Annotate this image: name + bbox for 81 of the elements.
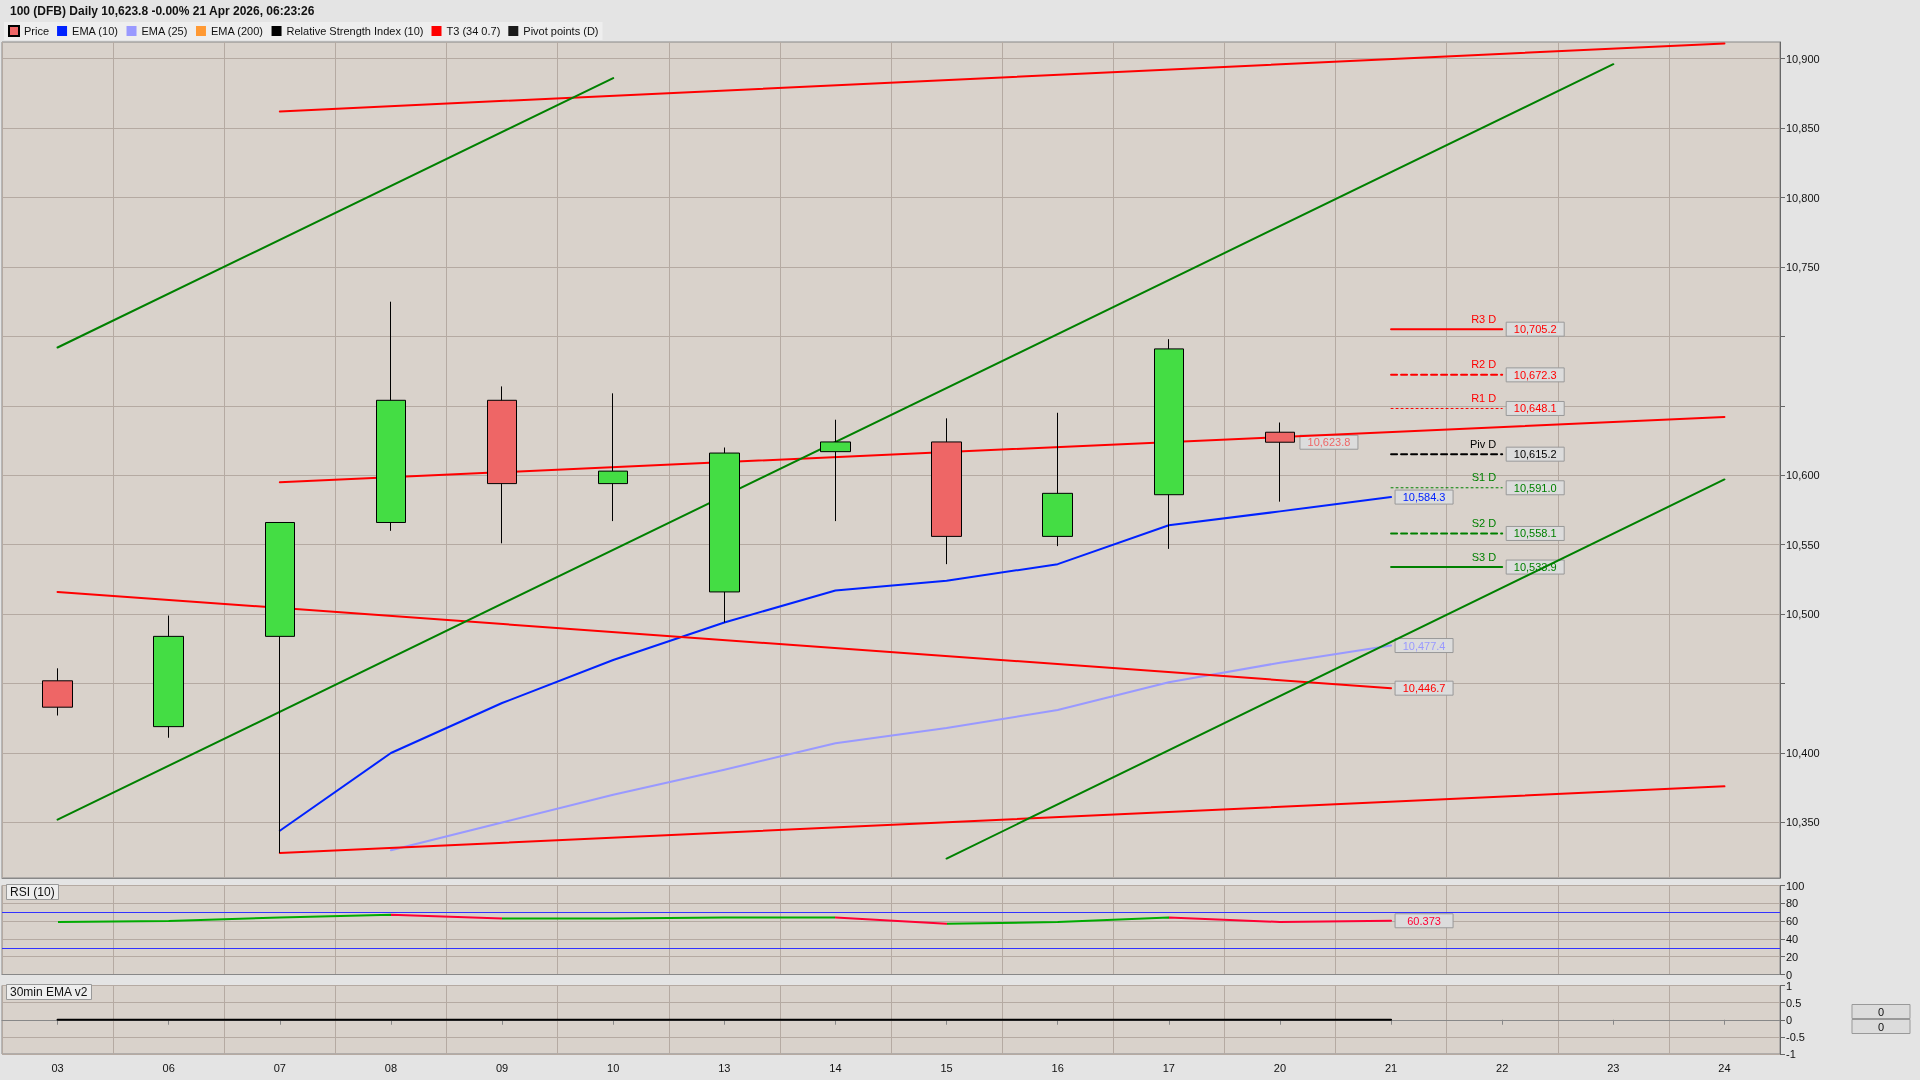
- series-label: R3 D: [1471, 312, 1497, 325]
- data-label: 10,615.2: [1513, 448, 1557, 461]
- data-label: 10,705.2: [1513, 323, 1557, 336]
- series-label: S3 D: [1471, 550, 1497, 563]
- legend-label: EMA (200): [210, 25, 263, 37]
- text: 0: [1877, 1020, 1885, 1033]
- chart-title: 30min EMA v2: [10, 985, 88, 999]
- legend-label: Price: [24, 25, 50, 37]
- candlestick: [265, 521, 295, 854]
- x-tick-label: 17: [1162, 1061, 1175, 1074]
- chart-title: RSI (10): [10, 885, 55, 899]
- candlestick: [820, 419, 851, 522]
- text: 0: [1877, 1005, 1885, 1018]
- data-label: 10,558.1: [1513, 527, 1557, 540]
- text: 10,623.8: [1307, 436, 1351, 449]
- data-label: 10,648.1: [1513, 402, 1557, 415]
- y-tick-label: 10,600: [1786, 469, 1820, 482]
- x-tick-label: 09: [495, 1061, 509, 1074]
- series-label: Piv D: [1469, 437, 1497, 450]
- line-series: [389, 644, 1393, 852]
- x-tick-label: 06: [162, 1061, 175, 1074]
- chart-title: 100 (DFB) Daily 10,623.8 -0.00% 21 Apr 2026, 06:23:26: [10, 4, 315, 18]
- x-tick-label: 07: [273, 1061, 286, 1074]
- series-label: R2 D: [1471, 358, 1497, 371]
- y-tick-label: 10,850: [1786, 122, 1820, 135]
- x-tick-label: 14: [829, 1061, 842, 1074]
- candlestick: [153, 615, 184, 739]
- x-tick-label: 16: [1051, 1061, 1064, 1074]
- y-tick-label: 0: [1786, 968, 1793, 981]
- legend-label: EMA (25): [141, 25, 188, 37]
- candlestick: [709, 447, 740, 623]
- x-tick-label: 21: [1384, 1061, 1398, 1074]
- candlestick: [931, 417, 962, 565]
- x-tick-label: 15: [940, 1061, 953, 1074]
- y-tick-label: 10,350: [1786, 816, 1820, 829]
- x-tick-label: 24: [1718, 1061, 1731, 1074]
- x-tick-label: 23: [1607, 1061, 1620, 1074]
- x-tick-label: 08: [384, 1061, 398, 1074]
- line-series: [278, 496, 1393, 832]
- y-tick-label: 0.5: [1786, 996, 1802, 1009]
- y-tick-label: 80: [1786, 897, 1799, 910]
- line-series: [56, 913, 1393, 925]
- series-label: S2 D: [1471, 516, 1497, 529]
- y-tick-label: 100: [1786, 879, 1805, 892]
- series-label: S1 D: [1471, 471, 1497, 484]
- candlestick: [1154, 338, 1184, 550]
- y-tick-label: -0.5: [1786, 1030, 1805, 1043]
- data-label: 10,477.4: [1402, 639, 1446, 652]
- candlestick: [487, 385, 517, 544]
- y-tick-label: 0: [1786, 1013, 1793, 1026]
- legend-label: Relative Strength Index (10): [286, 25, 424, 37]
- candlestick: [376, 301, 406, 532]
- data-label: 10,591.0: [1513, 481, 1557, 494]
- y-tick-label: 1: [1786, 979, 1793, 992]
- legend-label: EMA (10): [72, 25, 118, 37]
- candlestick: [1042, 412, 1073, 547]
- legend-label: T3 (34 0.7): [446, 25, 501, 37]
- x-tick-label: 22: [1496, 1061, 1509, 1074]
- y-tick-label: 60: [1786, 915, 1799, 928]
- x-tick-label: 10: [607, 1061, 620, 1074]
- y-tick-label: 40: [1786, 932, 1799, 945]
- candlestick: [1265, 422, 1295, 503]
- y-tick-label: 10,800: [1786, 191, 1820, 204]
- y-tick-label: 10,750: [1786, 260, 1820, 273]
- legend-label: Pivot points (D): [523, 25, 599, 37]
- candlestick: [42, 667, 73, 717]
- candlestick: [598, 392, 628, 522]
- x-tick-label: 03: [51, 1061, 64, 1074]
- data-label: 60.373: [1407, 914, 1441, 927]
- data-label: 10,446.7: [1402, 682, 1446, 695]
- y-tick-label: 20: [1786, 950, 1799, 963]
- y-tick-label: 10,550: [1786, 538, 1820, 551]
- y-tick-label: 10,500: [1786, 608, 1820, 621]
- x-tick-label: 13: [718, 1061, 731, 1074]
- data-label: 10,584.3: [1402, 491, 1446, 504]
- series-label: R1 D: [1471, 391, 1497, 404]
- y-tick-label: -1: [1786, 1048, 1796, 1060]
- y-tick-label: 10,400: [1786, 747, 1820, 760]
- y-tick-label: 10,900: [1786, 52, 1820, 65]
- x-tick-label: 20: [1273, 1061, 1287, 1074]
- data-label: 10,672.3: [1513, 368, 1557, 381]
